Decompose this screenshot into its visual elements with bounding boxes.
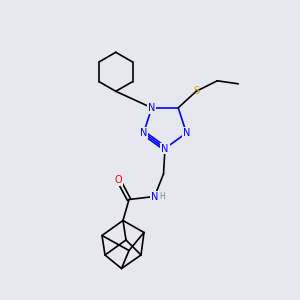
Text: N: N — [183, 128, 190, 138]
Text: N: N — [161, 143, 169, 154]
Text: N: N — [151, 191, 158, 202]
Text: S: S — [193, 86, 199, 96]
Text: N: N — [140, 128, 147, 138]
Text: H: H — [159, 192, 165, 201]
Text: O: O — [115, 175, 122, 185]
Text: N: N — [148, 103, 155, 113]
